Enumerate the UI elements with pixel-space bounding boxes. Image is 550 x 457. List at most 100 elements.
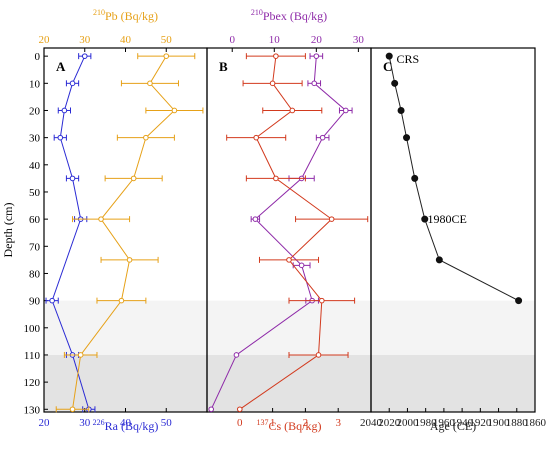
panel-a-210Pb-point-90	[118, 297, 125, 304]
panel-c-CRS-point-20	[397, 106, 405, 114]
panel-c-CRS-point-90	[515, 297, 523, 305]
panel-a-210Pb-point-0	[163, 53, 170, 59]
depth-tick-label-50: 50	[29, 187, 41, 199]
panel-b-210Pbex-point-110	[233, 352, 240, 358]
panel-b-210Pbex-tick-label-0: 0	[229, 34, 235, 46]
panel-c-CRS-point-10	[391, 79, 399, 87]
panel-a-210Pb-point-45	[130, 175, 137, 182]
panel-labels: A B C	[56, 59, 392, 74]
panel-b-137Cs-point-10	[269, 80, 276, 87]
panel-a-210Pb-point-75	[126, 257, 133, 263]
shade-band-1	[44, 354, 535, 412]
shade-band-0	[44, 300, 535, 355]
panel-c-CRS-tick-label-1880: 1880	[506, 417, 529, 429]
panel-c-CRS-tick-label-2020: 2020	[378, 417, 401, 429]
depth-tick-label-40: 40	[29, 160, 41, 172]
panel-b-137Cs-line	[239, 56, 333, 410]
panel-c-annotation-1: 1980CE	[427, 212, 466, 226]
panel-b-137Cs-tick-label-1: 1	[270, 417, 276, 429]
panel-a-226Ra-axis-label: 226Ra (Bq/kg)	[93, 418, 159, 433]
depth-tick-label-20: 20	[29, 105, 41, 117]
depth-tick-label-120: 120	[24, 377, 41, 389]
depth-tick-label-130: 130	[24, 404, 41, 416]
panel-c-CRS-tick-label-2040: 2040	[360, 417, 383, 429]
depth-shading	[44, 300, 535, 412]
panel-a-210Pb-tick-label-30: 30	[79, 34, 91, 46]
depth-tick-label-10: 10	[29, 78, 41, 90]
panel-c-CRS-axis-label: Age (CE)	[430, 419, 476, 433]
depth-tick-label-30: 30	[29, 133, 41, 145]
panel-b-210Pbex-point-30	[319, 134, 326, 141]
panel-a-210Pb-point-10	[147, 80, 153, 87]
panel-a-plot	[45, 53, 204, 413]
panel-c-CRS-line	[388, 56, 519, 302]
depth-axis: 0 10 20 30 40 50 60 70 80 90 100 110 120 130 Depth (cm…	[1, 51, 48, 416]
panel-a-210Pb-point-130	[69, 406, 76, 413]
panel-c-CRS-point-30	[403, 134, 411, 142]
panel-a-226Ra-point-45	[69, 175, 76, 182]
panel-a-label: A	[56, 59, 66, 74]
panel-c-CRS-point-45	[411, 174, 419, 182]
panel-b-137Cs-tick-label-0: 0	[237, 417, 243, 429]
panel-c-CRS-tick-label-1960: 1960	[433, 417, 456, 429]
panel-b-210Pbex-point-130	[208, 406, 215, 413]
depth-tick-label-0: 0	[35, 51, 41, 63]
depth-tick-label-110: 110	[24, 350, 41, 362]
panel-a-226Ra-tick-label-30: 30	[79, 417, 91, 429]
depth-tick-label-90: 90	[29, 296, 41, 308]
panel-b-137Cs-point-60	[328, 216, 335, 222]
panel-c-CRS-tick-label-1920: 1920	[469, 417, 492, 429]
panel-c-CRS-tick-label-1900: 1900	[488, 417, 511, 429]
panel-b-210Pbex-tick-label-10: 10	[269, 34, 281, 46]
depth-tick-label-60: 60	[29, 214, 41, 226]
depth-tick-label-80: 80	[29, 268, 41, 280]
panel-b-210Pbex-tick-label-30: 30	[353, 34, 365, 46]
panel-c-CRS-tick-label-2000: 2000	[396, 417, 419, 429]
panel-a-210Pb-tick-label-40: 40	[120, 34, 132, 46]
panel-a-210Pb-point-20	[171, 107, 178, 114]
panel-a-226Ra-point-20	[61, 107, 68, 114]
panel-b-137Cs-tick-label-3: 3	[335, 417, 341, 429]
panel-c-CRS-tick-label-1940: 1940	[451, 417, 474, 429]
panel-b-137Cs-tick-label-2: 2	[303, 417, 309, 429]
panel-b-axes: 0 10 20 30 210Pbex (Bq/kg) 0 1 2 3 137Cs (Bq/kg)	[229, 8, 364, 433]
panel-b-137Cs-point-110	[315, 352, 322, 358]
panel-a-226Ra-point-10	[69, 80, 76, 87]
panel-a-226Ra-point-90	[49, 297, 55, 304]
panel-c-CRS-point-60	[421, 215, 429, 223]
depth-tick-label-100: 100	[24, 323, 41, 335]
panel-b-210Pbex-point-77	[298, 262, 305, 269]
panel-a-210Pb-point-60	[98, 216, 104, 222]
panel-c-CRS-tick-label-1980: 1980	[415, 417, 438, 429]
panel-b-210Pbex-tick-label-20: 20	[311, 34, 323, 46]
panel-b-label: B	[219, 59, 228, 74]
panel-c-CRS-point-0	[385, 52, 393, 60]
panel-b-210Pbex-axis-label: 210Pbex (Bq/kg)	[251, 8, 327, 23]
panel-c-plot: CRS 1980CE	[385, 52, 523, 305]
panel-c-axes: 2040202020001980196019401920190018801860…	[360, 408, 547, 433]
panel-a-210Pb-line	[72, 55, 176, 410]
depth-tick-label-70: 70	[29, 241, 41, 253]
panel-b-137Cs-point-0	[273, 53, 279, 59]
panel-b-137Cs-point-90	[319, 297, 325, 304]
panel-c-CRS-point-75	[435, 256, 443, 264]
panel-b-137Cs-point-20	[289, 107, 296, 114]
panel-b-210Pbex-point-60	[252, 216, 259, 222]
panel-b-137Cs-point-45	[273, 175, 279, 182]
panel-b-137Cs-point-30	[253, 134, 260, 141]
panel-a-210Pb-point-30	[143, 134, 149, 141]
panel-a-210Pb-tick-label-50: 50	[161, 34, 173, 46]
panel-a-226Ra-point-30	[57, 134, 64, 141]
panel-b-210Pbex-line	[210, 56, 347, 410]
panel-b-210Pbex-point-10	[311, 80, 318, 87]
depth-axis-label: Depth (cm)	[1, 203, 15, 258]
panel-a-226Ra-point-0	[81, 53, 88, 59]
panel-b-137Cs-axis-label: 137Cs (Bq/kg)	[256, 418, 321, 433]
panel-b-137Cs-point-75	[286, 257, 292, 263]
panel-c-annotation-0: CRS	[397, 52, 420, 66]
panel-a-210Pb-axis-label: 210Pb (Bq/kg)	[93, 8, 158, 23]
panel-c-frame	[370, 47, 536, 413]
panel-b-210Pbex-point-20	[342, 107, 349, 114]
